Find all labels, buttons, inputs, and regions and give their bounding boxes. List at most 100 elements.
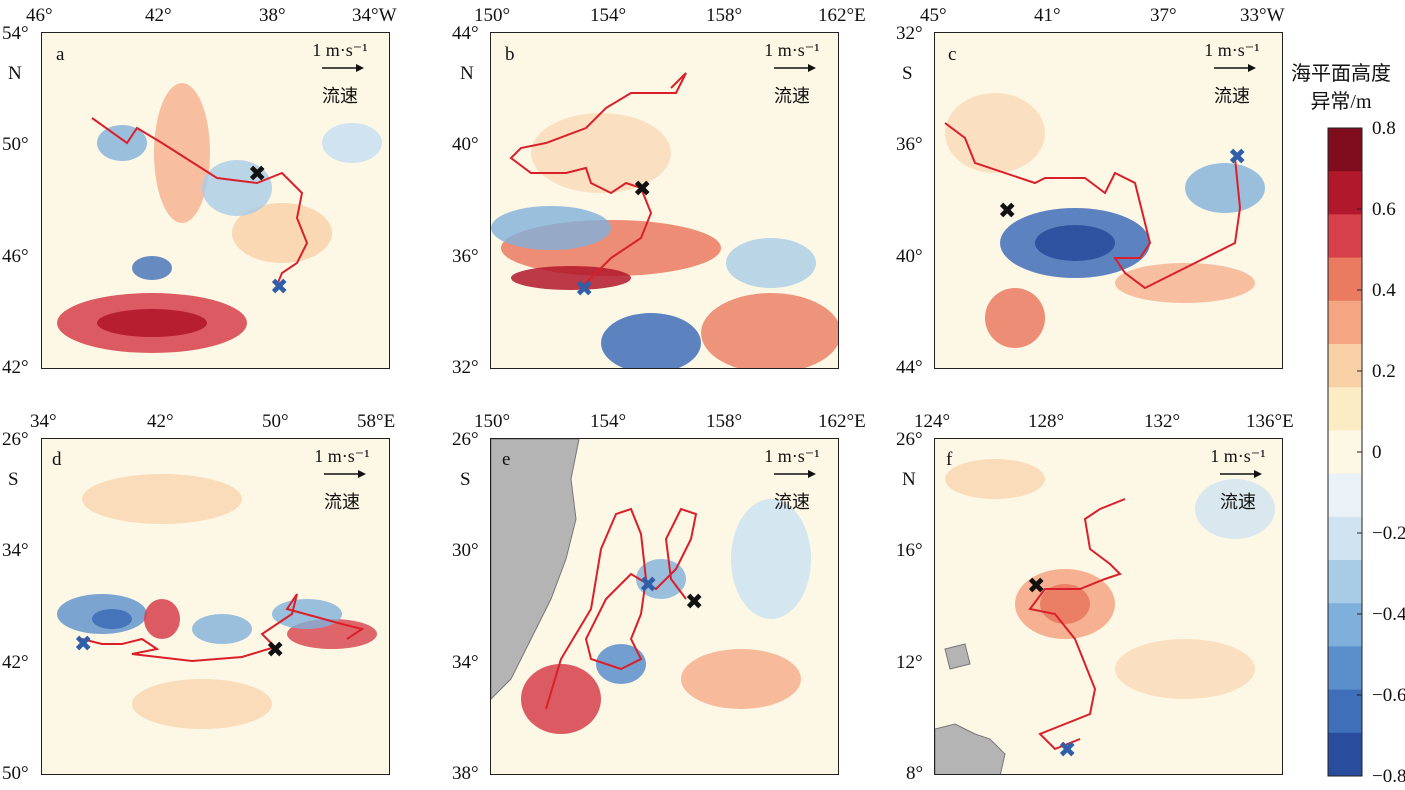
x-tick: 50° [262, 411, 289, 432]
panel-c: ✖ ✖ [934, 32, 1283, 369]
colorbar-tick-label: −0.2 [1372, 523, 1405, 544]
velocity-scale-f: 1 m·s⁻¹ 流速 [1198, 446, 1278, 514]
colorbar-tick-label: −0.8 [1372, 766, 1405, 787]
scale-value: 1 m·s⁻¹ [1204, 40, 1260, 60]
svg-text:✖: ✖ [1228, 145, 1246, 170]
y-tick: 46° [2, 246, 29, 267]
scale-arrow-icon [324, 470, 366, 478]
y-tick: 34° [2, 540, 29, 561]
x-tick: 42° [145, 5, 172, 26]
start-marker: ✖ [270, 275, 288, 300]
x-tick: 128° [1028, 411, 1065, 432]
y-tick: 30° [452, 540, 479, 561]
x-tick: 158° [706, 411, 743, 432]
scale-value: 1 m·s⁻¹ [312, 40, 368, 60]
panel-f: ✖ ✖ [934, 438, 1283, 775]
x-tick: 158° [706, 5, 743, 26]
svg-text:✖: ✖ [1058, 738, 1076, 763]
svg-text:✖: ✖ [633, 177, 651, 202]
hemisphere-label-d: S [8, 469, 19, 490]
panel-b: ✖ ✖ [490, 32, 839, 369]
x-tick: 124° [914, 411, 951, 432]
colorbar-title-line1: 海平面高度 [1291, 63, 1391, 85]
x-tick: 132° [1144, 411, 1181, 432]
y-tick: 42° [2, 652, 29, 673]
panel-a: ✖ ✖ [41, 32, 390, 369]
svg-text:✖: ✖ [998, 199, 1016, 224]
panel-label-e: e [502, 449, 511, 470]
colorbar-tick-label: −0.6 [1372, 685, 1405, 706]
y-tick: 16° [896, 540, 923, 561]
colorbar-segment [1328, 128, 1362, 172]
scale-name: 流速 [322, 86, 358, 106]
colorbar-segment [1328, 214, 1362, 259]
svg-text:✖: ✖ [575, 277, 593, 302]
svg-text:✖: ✖ [685, 590, 703, 615]
x-tick: 46° [26, 5, 53, 26]
y-tick: 12° [896, 652, 923, 673]
panel-label-a: a [56, 44, 65, 65]
svg-text:✖: ✖ [266, 638, 284, 663]
colorbar-title-line2: 异常/m [1310, 91, 1372, 113]
velocity-scale-c: 1 m·s⁻¹ 流速 [1192, 40, 1272, 108]
panel-d: ✖ ✖ [41, 438, 390, 775]
scale-value: 1 m·s⁻¹ [314, 446, 370, 466]
x-tick: 41° [1034, 5, 1061, 26]
x-tick: 154° [590, 411, 627, 432]
colorbar-segment [1328, 603, 1362, 647]
x-tick: 162°E [818, 5, 866, 26]
y-tick: 26° [896, 429, 923, 450]
colorbar-segment [1328, 430, 1362, 475]
colorbar-tick-label: −0.4 [1372, 604, 1405, 625]
colorbar-segment [1328, 646, 1362, 691]
scale-value: 1 m·s⁻¹ [764, 40, 820, 60]
colorbar-tick-label: 0.8 [1372, 118, 1396, 139]
hemisphere-label-b: N [460, 63, 474, 84]
colorbar-segment [1328, 300, 1362, 345]
scale-name: 流速 [774, 86, 810, 106]
scale-name: 流速 [324, 492, 360, 512]
x-tick: 150° [474, 411, 511, 432]
y-tick: 38° [452, 763, 479, 784]
y-tick: 26° [2, 429, 29, 450]
panel-b-map: ✖ ✖ [491, 33, 838, 368]
y-tick: 32° [452, 357, 479, 378]
scale-name: 流速 [774, 492, 810, 512]
x-tick: 136°E [1246, 411, 1294, 432]
hemisphere-label-c: S [902, 63, 913, 84]
end-marker: ✖ [248, 162, 266, 187]
colorbar [1327, 127, 1363, 777]
x-tick: 154° [590, 5, 627, 26]
velocity-scale-b: 1 m·s⁻¹ 流速 [752, 40, 832, 108]
panel-label-b: b [505, 44, 515, 65]
colorbar-segment [1328, 387, 1362, 431]
colorbar-segment [1328, 171, 1362, 215]
colorbar-tick-label: 0.6 [1372, 199, 1396, 220]
scale-arrow-icon [322, 64, 364, 72]
panel-a-map: ✖ ✖ [42, 33, 389, 368]
panel-e: ✖ ✖ [490, 438, 839, 775]
y-tick: 50° [2, 763, 29, 784]
svg-text:✖: ✖ [639, 573, 657, 598]
scale-arrow-icon [774, 470, 816, 478]
y-tick: 34° [452, 652, 479, 673]
colorbar-segment [1328, 344, 1362, 388]
x-tick: 150° [474, 5, 511, 26]
colorbar-segment [1328, 732, 1362, 777]
colorbar-segment [1328, 257, 1362, 302]
panel-label-f: f [946, 449, 953, 470]
y-tick: 40° [896, 246, 923, 267]
panel-e-map: ✖ ✖ [491, 439, 838, 774]
y-tick: 26° [452, 429, 479, 450]
velocity-scale-a: 1 m·s⁻¹ 流速 [300, 40, 380, 108]
hemisphere-label-f: N [902, 469, 916, 490]
hemisphere-label-e: S [460, 469, 471, 490]
x-tick: 34°W [352, 5, 397, 26]
y-tick: 8° [906, 763, 924, 784]
y-tick: 50° [2, 134, 29, 155]
velocity-scale-d: 1 m·s⁻¹ 流速 [302, 446, 382, 514]
scale-name: 流速 [1214, 86, 1250, 106]
colorbar-tick-label: 0.2 [1372, 361, 1396, 382]
y-tick: 54° [2, 23, 29, 44]
scale-arrow-icon [1220, 470, 1262, 478]
